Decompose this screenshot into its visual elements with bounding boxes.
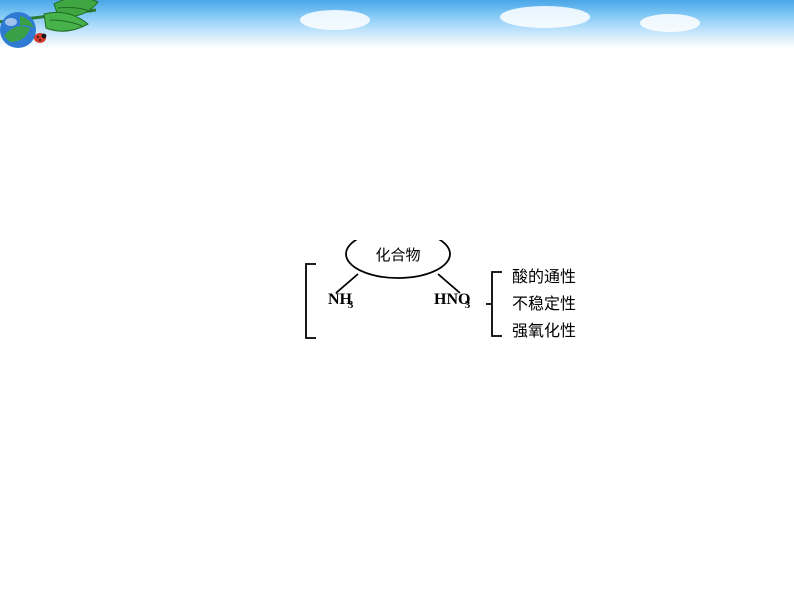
left-bracket: [306, 264, 316, 338]
property-2: 强氧化性: [512, 322, 576, 340]
cloud: [300, 10, 370, 30]
property-1: 不稳定性: [512, 295, 576, 313]
cloud: [640, 14, 700, 32]
leaf-decoration: [0, 0, 106, 58]
cloud: [500, 6, 590, 28]
hno3-sub: 3: [465, 299, 471, 311]
right-bracket: [486, 272, 502, 336]
chemistry-diagram: 化合物NH3HNO3酸的通性不稳定性强氧化性: [300, 240, 680, 345]
property-0: 酸的通性: [512, 268, 576, 286]
nh3-sub: 3: [348, 299, 354, 311]
compound-label: 化合物: [375, 247, 420, 264]
